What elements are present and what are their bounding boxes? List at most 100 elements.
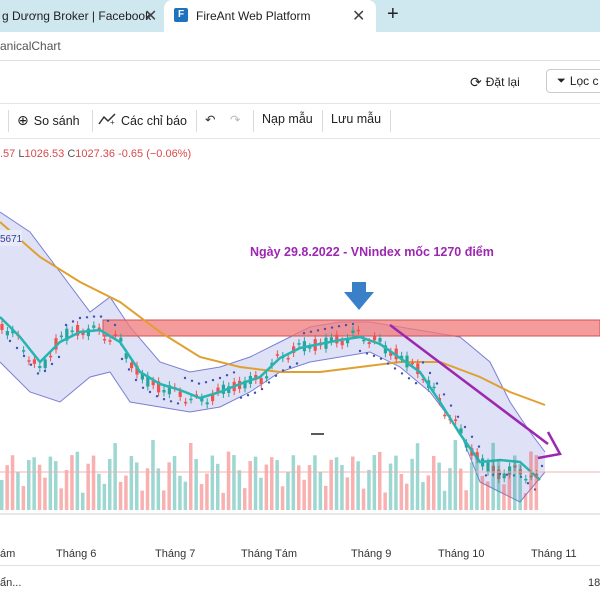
sar-dot [204,381,208,384]
sar-dot [407,377,411,380]
sar-dot [8,339,12,343]
candle-body [200,397,204,402]
undo-icon[interactable]: ↶ [205,113,216,127]
tab-facebook[interactable]: g Dương Broker | Facebook ✕ [0,0,162,32]
sar-dot [295,362,299,365]
volume-bar [280,486,285,510]
sar-dot [309,330,313,333]
sar-dot [330,326,334,329]
indicators-label: Các chỉ báo [121,113,188,128]
volume-bar [59,488,63,510]
volume-bar [151,440,155,510]
price-chart[interactable]: Ngày 29.8.2022 - VNindex mốc 1270 điểm 56… [0,162,600,542]
divider [0,565,600,566]
sar-dot [421,361,425,364]
indicators-icon: + [98,112,116,129]
candle-body [454,419,458,422]
volume-bar [405,483,409,510]
save-template-button[interactable]: Lưu mẫu [331,112,381,126]
volume-bar [243,488,247,510]
sar-dot [491,473,495,476]
sar-dot [365,352,369,355]
volume-bar [91,455,96,510]
candle-body [59,335,63,338]
indicators-button[interactable]: + Các chỉ báo [98,112,187,129]
sar-dot [302,332,306,335]
sar-dot [169,400,173,403]
sar-dot [15,346,19,350]
sar-dot [141,386,145,389]
tab-fireant[interactable]: F FireAnt Web Platform ✕ [164,0,376,32]
chart-annotation-text: Ngày 29.8.2022 - VNindex mốc 1270 điểm [250,245,494,259]
volume-bar [475,456,479,510]
resistance-zone [102,319,600,337]
filter-label: Lọc c [569,74,599,88]
sar-dot [85,316,89,319]
candle-body [151,380,155,386]
candle-body [103,338,107,341]
browser-tab-bar: g Dương Broker | Facebook ✕ F FireAnt We… [0,0,600,32]
load-template-button[interactable]: Nạp mẫu [262,112,313,126]
status-text: ẩn... [0,577,22,589]
sar-dot [92,315,96,318]
candle-body [373,336,377,341]
redo-icon[interactable]: ↷ [230,113,241,127]
candle-body [76,325,80,336]
candle-body [205,402,209,405]
axis-tag-box [0,230,22,246]
filter-button[interactable]: ⏷ Lọc c [546,69,600,93]
volume-bar [464,490,468,510]
sar-dot [351,322,355,326]
status-number: 18 [588,577,600,589]
new-tab-button[interactable]: + [387,3,399,25]
candle-body [167,385,171,395]
volume-bar [16,471,20,510]
volume-bar [113,443,117,510]
close-icon[interactable]: ✕ [144,8,158,25]
sar-dot [498,472,502,476]
sar-dot [442,393,446,396]
volume-bar [43,477,47,510]
bollinger-upper-line [0,211,546,453]
candle-body [351,330,355,333]
volume-bar [37,464,42,510]
sar-dot [428,371,432,375]
volume-bar [361,488,366,510]
candle-body [140,373,144,380]
sar-dot [456,415,460,418]
candle-body [146,375,150,387]
trend-arrow-head [537,431,562,460]
divider [390,110,391,132]
compare-button[interactable]: ⊕ So sánh [17,112,80,129]
sar-dot [505,473,509,476]
candle-body [491,465,495,473]
volume-bar [183,481,188,510]
sar-dot [253,391,257,394]
close-icon[interactable]: ✕ [352,8,366,25]
sar-dot [288,365,292,369]
volume-bar [383,492,387,510]
candle-body [275,354,279,356]
candle-body [0,324,4,330]
volume-bar [75,451,80,510]
candle-body [367,342,371,345]
candle-body [432,386,436,389]
volume-bar [81,492,85,510]
reset-button[interactable]: ⟳ Đặt lại [470,71,520,93]
candle-body [38,366,42,368]
sar-dot [414,382,418,385]
volume-bar [529,451,533,510]
candle-body [335,334,339,344]
sar-dot [449,404,453,407]
volume-bar [351,456,355,510]
volume-bar [145,468,150,510]
volume-bar [21,486,26,510]
sar-dot [372,354,376,358]
sar-dot [22,354,26,358]
time-tick: Tháng 6 [56,548,97,560]
volume-bar [178,475,182,510]
volume-bar [199,484,204,510]
candle-body [497,469,501,480]
volume-bar [54,461,58,510]
svg-text:+: + [110,118,115,126]
